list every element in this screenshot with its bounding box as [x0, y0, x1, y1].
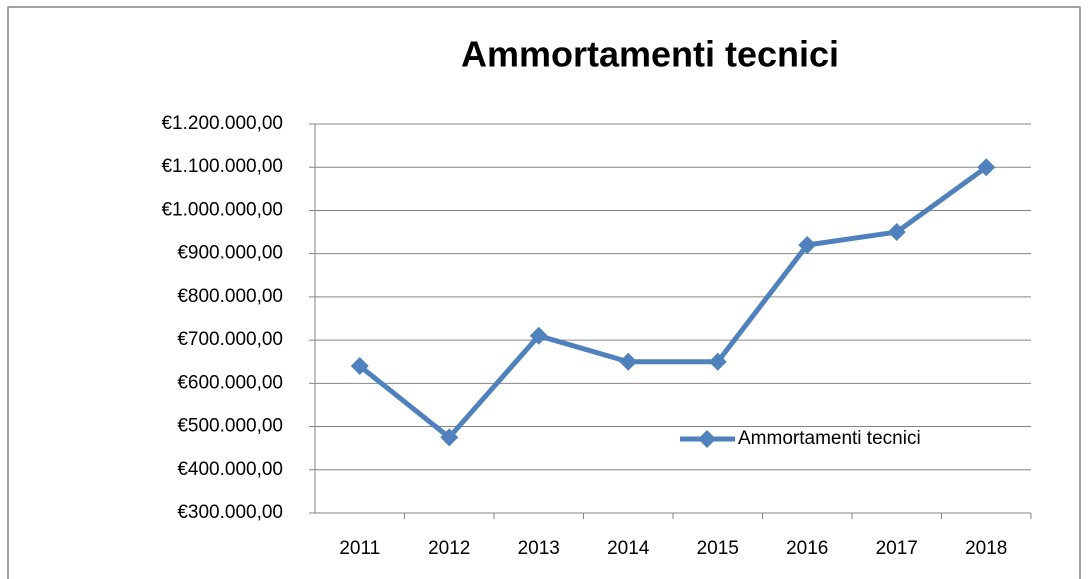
marker [708, 352, 727, 371]
x-tick-label: 2012 [428, 538, 470, 559]
x-tick-label: 2017 [876, 538, 918, 559]
y-tick-label: €1.000.000,00 [161, 199, 283, 220]
x-tick-label: 2014 [607, 538, 650, 559]
x-tick-label: 2015 [697, 538, 739, 559]
marker [529, 326, 548, 345]
x-tick-label: 2016 [786, 538, 828, 559]
y-tick-label: €600.000,00 [177, 372, 283, 393]
x-tick-label: 2018 [965, 538, 1007, 559]
y-tick-label: €400.000,00 [177, 459, 283, 480]
marker [977, 158, 996, 177]
marker [350, 357, 369, 376]
y-tick-label: €1.200.000,00 [161, 113, 283, 134]
legend-label: Ammortamenti tecnici [738, 428, 921, 449]
chart-frame [7, 6, 1081, 579]
marker [440, 428, 459, 447]
y-tick-label: €800.000,00 [177, 286, 283, 307]
legend-marker [698, 430, 716, 448]
x-tick-label: 2011 [339, 538, 380, 559]
marker [619, 352, 638, 371]
y-tick-label: €700.000,00 [177, 329, 283, 350]
y-tick-label: €900.000,00 [177, 243, 283, 264]
marker [887, 223, 906, 242]
y-tick-label: €300.000,00 [177, 502, 283, 523]
series-line [358, 165, 988, 440]
y-tick-label: €1.100.000,00 [161, 156, 283, 177]
chart-title: Ammortamenti tecnici [461, 34, 839, 75]
y-tick-label: €500.000,00 [177, 416, 283, 437]
marker [798, 236, 817, 255]
x-tick-label: 2013 [518, 538, 560, 559]
